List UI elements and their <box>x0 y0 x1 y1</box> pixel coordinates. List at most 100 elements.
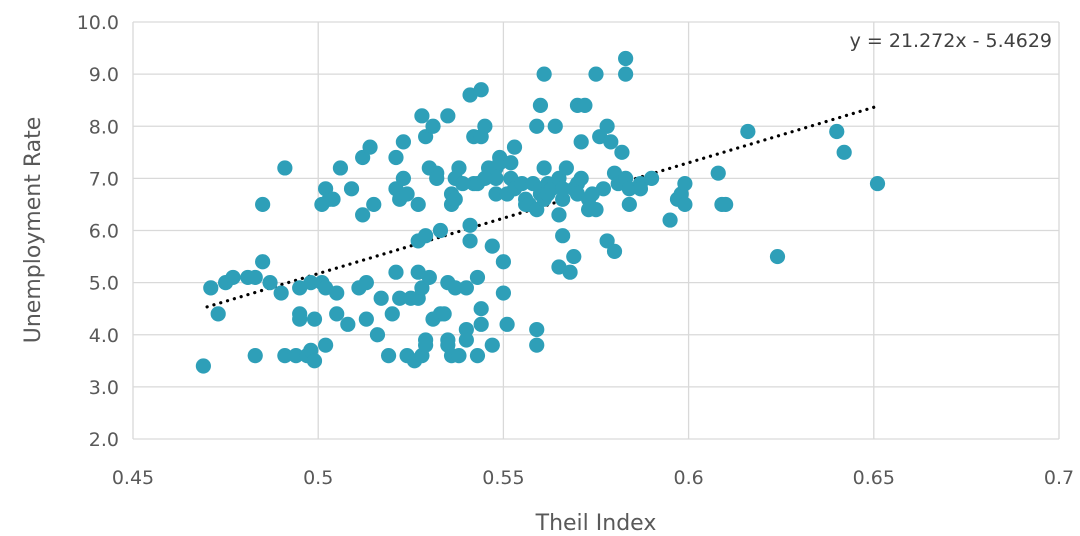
data-point <box>492 155 508 171</box>
data-point <box>577 97 593 113</box>
y-tick-label: 7.0 <box>89 168 119 190</box>
data-point <box>618 50 634 67</box>
data-point <box>558 160 574 176</box>
data-point <box>662 212 678 228</box>
data-point <box>432 222 449 239</box>
data-point <box>329 306 345 322</box>
data-point <box>618 66 634 82</box>
data-point <box>643 170 660 186</box>
data-point <box>769 248 786 265</box>
data-point <box>551 207 567 223</box>
data-point <box>277 348 293 364</box>
data-point <box>288 348 304 364</box>
x-tick-label: 0.6 <box>673 467 703 489</box>
data-point <box>529 118 545 134</box>
data-point <box>547 118 563 134</box>
data-point <box>318 337 334 353</box>
data-point <box>451 160 467 176</box>
data-point <box>677 175 693 192</box>
data-point <box>869 175 886 192</box>
data-point <box>195 358 211 374</box>
data-point <box>555 228 571 244</box>
data-point <box>418 332 434 348</box>
y-tick-label: 8.0 <box>89 116 119 138</box>
data-point <box>366 196 382 213</box>
data-point <box>340 316 356 332</box>
data-point <box>292 311 308 327</box>
data-point <box>462 217 478 233</box>
data-point <box>532 97 549 113</box>
data-point <box>418 228 434 244</box>
data-point <box>225 269 241 286</box>
data-point <box>829 123 845 140</box>
data-point <box>588 202 604 218</box>
x-tick-label: 0.7 <box>1044 467 1074 489</box>
data-point <box>462 233 478 249</box>
tick-labels: 2.0 3.0 4.0 5.0 6.0 7.0 8.0 9.0 10.0 0.45 0.5 0.55 0… <box>77 12 1074 489</box>
data-point <box>632 181 649 197</box>
data-point <box>740 123 756 140</box>
data-point <box>399 186 415 202</box>
data-point <box>255 196 271 213</box>
data-point <box>458 280 474 296</box>
data-point <box>473 316 489 332</box>
data-point <box>395 170 411 186</box>
data-point <box>421 269 437 286</box>
data-point <box>247 348 263 364</box>
data-point <box>329 285 345 301</box>
data-point <box>469 269 486 286</box>
y-axis-title: Unemployment Rate <box>21 117 46 344</box>
data-point <box>306 353 323 369</box>
y-tick-label: 2.0 <box>89 429 119 451</box>
data-point <box>388 264 404 280</box>
gridlines <box>132 21 1060 440</box>
data-point <box>562 264 578 280</box>
data-point <box>447 280 463 296</box>
y-tick-label: 5.0 <box>89 273 119 295</box>
data-point <box>506 139 523 155</box>
x-tick-label: 0.5 <box>303 467 333 489</box>
trendline-group <box>205 104 880 309</box>
data-point <box>599 118 615 134</box>
data-point <box>458 332 474 348</box>
data-point <box>440 108 456 124</box>
data-point <box>573 134 589 150</box>
x-tick-label: 0.55 <box>482 467 524 489</box>
data-point <box>536 66 552 82</box>
data-point <box>614 144 630 160</box>
data-point <box>458 321 474 338</box>
data-point <box>495 254 511 270</box>
data-point <box>595 181 612 197</box>
data-point <box>380 348 397 364</box>
data-point <box>469 348 486 364</box>
data-point <box>603 134 619 150</box>
data-point <box>555 191 571 207</box>
trendline-equation: y = 21.272x - 5.4629 <box>850 30 1052 52</box>
data-point <box>273 285 289 301</box>
data-point <box>384 306 400 322</box>
data-point <box>332 160 349 176</box>
data-point <box>436 306 452 322</box>
data-point <box>414 108 430 124</box>
data-point <box>488 186 504 202</box>
data-point <box>392 290 408 306</box>
data-point <box>718 196 734 213</box>
data-point <box>277 160 293 176</box>
data-point <box>303 275 319 291</box>
y-tick-label: 6.0 <box>89 221 119 243</box>
data-point <box>362 139 378 155</box>
data-point <box>255 254 271 270</box>
data-point <box>573 170 589 186</box>
data-point <box>529 321 545 338</box>
data-point <box>373 290 389 306</box>
data-point <box>566 248 582 265</box>
data-point <box>621 196 637 213</box>
data-point <box>503 155 519 171</box>
data-point <box>514 175 530 192</box>
trendline <box>205 104 880 309</box>
data-point <box>343 181 360 197</box>
data-point <box>477 118 493 134</box>
data-point <box>536 160 552 176</box>
data-point <box>606 243 623 259</box>
